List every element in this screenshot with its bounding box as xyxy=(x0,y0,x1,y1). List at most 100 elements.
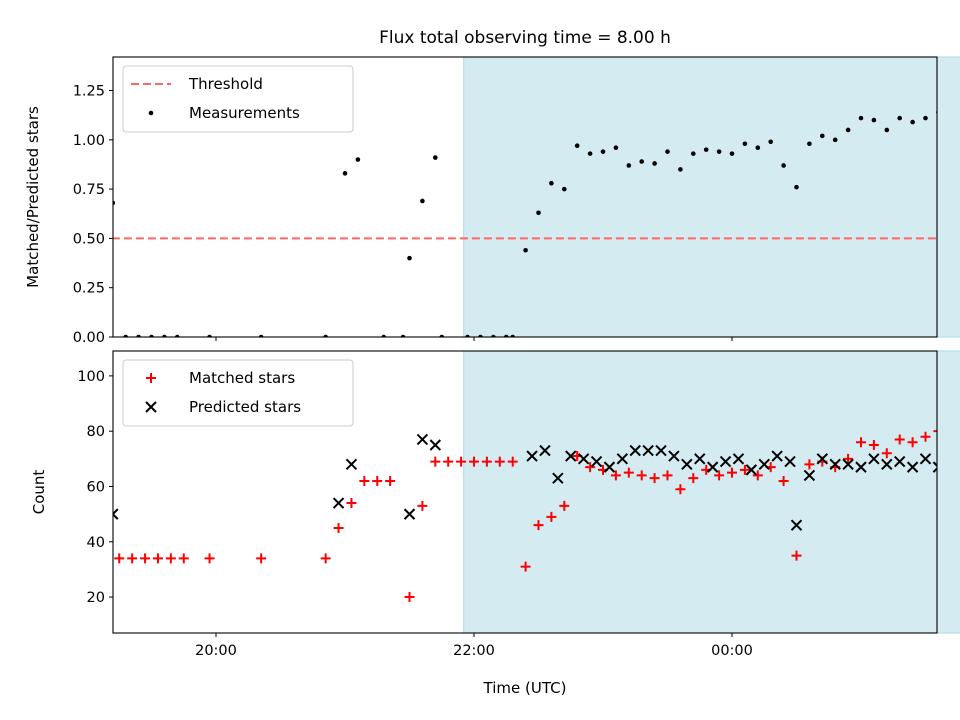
measurements-point xyxy=(136,334,141,337)
matched-stars-point xyxy=(649,473,660,484)
top-panel: 0.00 0.25 0.50 0.75 1.00 1.25 Matched/Predicte… xyxy=(24,56,960,346)
measurements-point xyxy=(574,143,580,149)
matched-stars-point xyxy=(714,470,725,481)
matched-stars-point xyxy=(346,498,357,509)
measurements-point xyxy=(639,159,644,164)
measurements-point xyxy=(729,151,735,156)
measurements-point xyxy=(587,151,593,156)
measurements-point xyxy=(665,149,670,154)
predicted-stars-point xyxy=(745,464,758,476)
matched-stars-point xyxy=(533,520,544,531)
y-axis-label: Matched/Predicted stars xyxy=(24,106,42,288)
measurements-point xyxy=(626,163,632,168)
x-tick-label: 00:00 xyxy=(711,643,753,659)
predicted-stars-point xyxy=(552,472,564,484)
matched-stars-point xyxy=(868,440,879,450)
predicted-stars-point xyxy=(668,450,680,462)
matched-stars-point xyxy=(178,553,189,564)
matched-stars-point xyxy=(165,553,176,564)
y-tick-label: 20 xyxy=(87,590,105,606)
matched-stars-point xyxy=(481,456,492,467)
measurements-point xyxy=(433,155,438,160)
measurements-point xyxy=(562,186,567,192)
y-tick-label: 80 xyxy=(87,424,105,440)
x-tick-label: 20:00 xyxy=(195,643,237,659)
matched-stars-point xyxy=(385,475,396,486)
matched-stars-point xyxy=(404,592,415,603)
measurements-point xyxy=(807,141,812,147)
matched-stars-point xyxy=(443,456,454,467)
measurements-point xyxy=(781,163,786,168)
predicted-stars-point xyxy=(332,497,345,509)
measurements-point xyxy=(510,334,515,337)
chart-title: Flux total observing time = 8.00 h xyxy=(379,28,671,48)
legend-label-predicted-stars: Predicted stars xyxy=(189,398,301,416)
predicted-stars-point xyxy=(784,455,796,468)
measurements-point xyxy=(407,255,412,261)
predicted-stars-point xyxy=(577,453,590,465)
matched-stars-point xyxy=(894,434,905,445)
measurements-point xyxy=(323,334,328,337)
measurements-point xyxy=(549,180,554,186)
measurements-point xyxy=(420,198,425,204)
matched-stars-point xyxy=(933,430,937,433)
matched-stars-point xyxy=(881,448,892,459)
measurements-point xyxy=(207,334,212,337)
legend-marker-matched-stars xyxy=(146,373,156,383)
measurements-point xyxy=(858,115,864,121)
legend-box xyxy=(122,359,354,427)
y-tick-label: 1.25 xyxy=(73,84,105,100)
matched-stars-point xyxy=(372,475,383,486)
matched-stars-point xyxy=(507,456,518,467)
measurements-point xyxy=(536,210,541,216)
axes-frame xyxy=(112,350,938,634)
bottom-panel: 2040608010020:0022:0000:0002:0004:0006:0… xyxy=(30,350,960,697)
legend-marker-measurements xyxy=(148,110,154,116)
matched-stars-point xyxy=(469,456,479,467)
matched-stars-point xyxy=(320,553,331,564)
matched-stars-point xyxy=(585,462,596,473)
y-tick-label: 0.75 xyxy=(73,182,105,198)
x-axis-label: Time (UTC) xyxy=(483,679,567,697)
predicted-stars-point xyxy=(681,458,693,471)
measurements-point xyxy=(503,334,509,337)
matched-stars-point xyxy=(127,553,138,564)
predicted-stars-point xyxy=(416,433,429,446)
matched-stars-point xyxy=(907,437,918,448)
matched-stars-point xyxy=(546,511,557,522)
measurements-point xyxy=(742,141,748,147)
matched-stars-point xyxy=(204,553,215,564)
predicted-stars-point xyxy=(932,461,937,473)
matched-stars-point xyxy=(636,470,647,481)
predicted-stars-point xyxy=(790,519,803,531)
predicted-stars-point xyxy=(919,453,932,465)
legend-label-matched-stars: Matched stars xyxy=(189,369,295,387)
predicted-stars-point xyxy=(829,458,841,471)
measurements-point xyxy=(439,334,445,337)
matched-stars-point xyxy=(494,456,505,467)
matched-stars-point xyxy=(114,553,125,564)
matched-stars-point xyxy=(520,561,531,572)
x-tick-label: 22:00 xyxy=(453,643,495,659)
measurements-point xyxy=(884,127,890,133)
y-tick-label: 60 xyxy=(87,479,105,495)
predicted-stars-point xyxy=(881,458,893,471)
predicted-stars-point xyxy=(603,461,616,473)
predicted-stars-point xyxy=(771,450,783,462)
axes-frame xyxy=(112,56,938,338)
legend-marker-predicted-stars xyxy=(145,401,157,413)
matched-stars-point xyxy=(152,553,163,564)
measurements-point xyxy=(523,247,528,253)
measurements-point xyxy=(794,184,799,190)
legend: Matched stars Predicted stars xyxy=(122,359,354,427)
measurements-point xyxy=(703,147,709,152)
measurements-point xyxy=(755,145,761,151)
y-tick-label: 100 xyxy=(77,369,105,385)
measurements-point xyxy=(897,115,902,121)
predicted-stars-point xyxy=(590,455,603,468)
matched-stars-point xyxy=(140,553,151,564)
matched-stars-point xyxy=(688,473,699,484)
predicted-stars-point xyxy=(758,458,770,471)
matched-stars-point xyxy=(727,467,737,478)
predicted-stars-point xyxy=(526,450,538,462)
